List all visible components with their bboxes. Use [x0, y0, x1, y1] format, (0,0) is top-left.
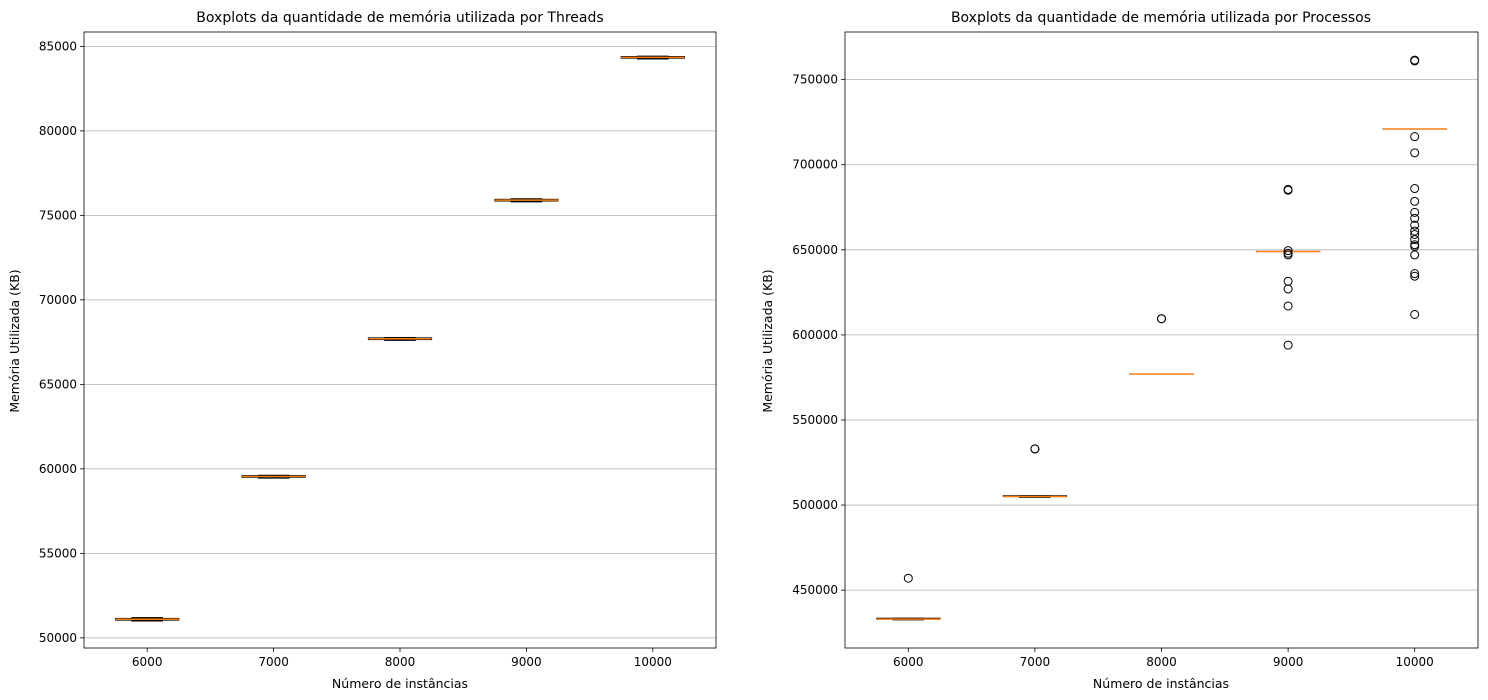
outlier-point — [1410, 148, 1420, 158]
y-tick-label: 500000 — [792, 498, 838, 512]
outlier-point — [1410, 220, 1420, 230]
outlier-point — [903, 573, 913, 583]
x-tick-label: 9000 — [511, 655, 542, 669]
x-tick-label: 10000 — [634, 655, 672, 669]
plot-area: 50000 55000 60000 65000 70000 75000 80000 85000… — [39, 31, 717, 669]
y-tick-label: 650000 — [792, 243, 838, 257]
outlier-point — [1030, 444, 1040, 454]
x-tick-label: 7000 — [258, 655, 289, 669]
x-axis-label: Número de instâncias — [1093, 676, 1229, 691]
y-tick-label: 55000 — [39, 546, 77, 560]
outlier-point — [1410, 207, 1420, 217]
chart-title: Boxplots da quantidade de memória utiliz… — [196, 10, 603, 26]
outlier-point — [1283, 284, 1293, 294]
outlier-point — [1157, 314, 1166, 324]
y-tick-label: 85000 — [39, 39, 77, 53]
x-tick-label: 6000 — [893, 655, 924, 669]
outlier-point — [1410, 309, 1420, 319]
outlier-point — [1410, 240, 1420, 250]
y-tick-label: 80000 — [39, 124, 77, 138]
y-axis-label: Memória Utilizada (KB) — [7, 269, 22, 412]
outlier-point — [1283, 250, 1293, 260]
y-tick-label: 450000 — [792, 583, 838, 597]
y-tick-label: 550000 — [792, 413, 838, 427]
axes-frame — [83, 31, 717, 649]
outlier-point — [1410, 271, 1420, 281]
outlier-point — [1410, 226, 1420, 236]
threads-boxplot-chart: Boxplots da quantidade de memória utiliz… — [7, 10, 717, 691]
outlier-point — [1410, 235, 1420, 245]
plot-area: 450000 500000 550000 600000 650000 700000 7500… — [792, 31, 1479, 669]
outlier-point — [1283, 340, 1293, 350]
outlier-point — [1410, 250, 1420, 260]
outlier-point — [1410, 241, 1420, 251]
outlier-point — [1283, 246, 1293, 256]
outlier-point — [1410, 132, 1420, 142]
x-tick-label: 6000 — [132, 655, 163, 669]
processes-boxplot-chart: Boxplots da quantidade de memória utiliz… — [760, 10, 1479, 691]
y-axis-label: Memória Utilizada (KB) — [760, 269, 775, 412]
outlier-point — [1410, 269, 1420, 279]
y-tick-label: 60000 — [39, 462, 77, 476]
x-tick-label: 7000 — [1020, 655, 1051, 669]
y-tick-label: 65000 — [39, 377, 77, 391]
y-tick-label: 50000 — [39, 631, 77, 645]
x-tick-label: 8000 — [385, 655, 416, 669]
x-tick-label: 9000 — [1273, 655, 1304, 669]
y-tick-label: 600000 — [792, 328, 838, 342]
y-tick-label: 70000 — [39, 293, 77, 307]
outlier-point — [1283, 301, 1293, 311]
outlier-point — [1410, 196, 1420, 206]
outlier-point — [1410, 55, 1420, 65]
x-tick-label: 8000 — [1146, 655, 1177, 669]
x-axis-label: Número de instâncias — [332, 676, 468, 691]
x-tick-label: 10000 — [1396, 655, 1434, 669]
y-tick-label: 700000 — [792, 158, 838, 172]
y-tick-label: 75000 — [39, 208, 77, 222]
outlier-point — [1410, 213, 1420, 223]
y-tick-label: 750000 — [792, 73, 838, 87]
outlier-point — [1410, 184, 1420, 194]
outlier-point — [1410, 229, 1420, 239]
axes-frame — [844, 31, 1479, 649]
outlier-point — [1283, 276, 1293, 286]
outlier-point — [1283, 184, 1293, 194]
chart-title: Boxplots da quantidade de memória utiliz… — [951, 10, 1371, 26]
